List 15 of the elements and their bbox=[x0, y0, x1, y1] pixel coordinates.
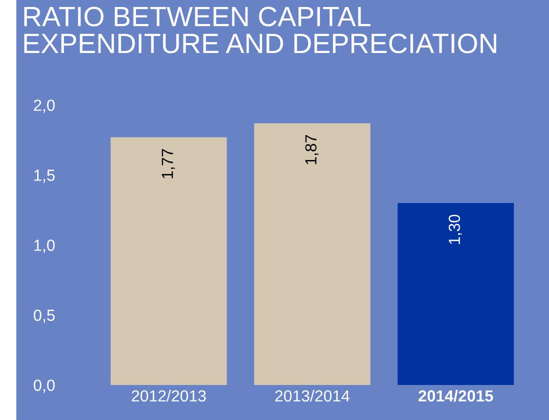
y-tick-label: 1,5 bbox=[34, 170, 55, 183]
y-tick-label: 0,0 bbox=[34, 380, 55, 393]
x-tick-label: 2013/2014 bbox=[275, 390, 350, 402]
y-tick-label: 1,0 bbox=[34, 240, 55, 253]
x-tick-label: 2012/2013 bbox=[132, 390, 206, 402]
chart-title: RATIO BETWEEN CAPITAL EXPENDITURE AND DEPRECIATION bbox=[24, 6, 496, 54]
data-label: 1,30 bbox=[448, 214, 462, 244]
data-label: 1,87 bbox=[305, 135, 318, 164]
y-tick-label: 0,5 bbox=[34, 310, 55, 323]
bar bbox=[110, 137, 227, 385]
bar bbox=[254, 123, 370, 385]
x-tick-label: 2014/2015 bbox=[418, 390, 494, 402]
y-tick-label: 2,0 bbox=[34, 100, 55, 113]
bar bbox=[398, 203, 514, 385]
data-label: 1,77 bbox=[162, 149, 175, 178]
